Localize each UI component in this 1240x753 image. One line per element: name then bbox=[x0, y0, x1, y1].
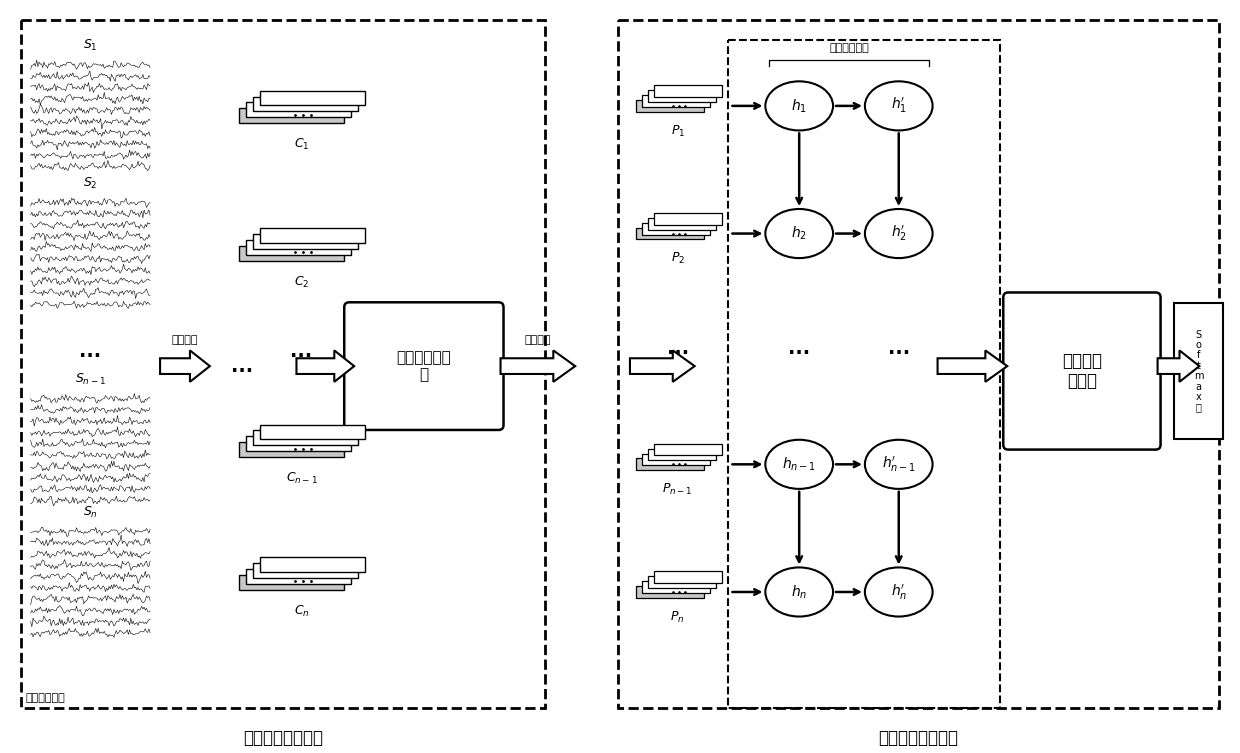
Bar bbox=[642, 223, 709, 234]
Bar bbox=[239, 245, 343, 261]
Bar bbox=[647, 218, 715, 230]
Text: 长短期记忆层: 长短期记忆层 bbox=[830, 43, 869, 53]
Text: $h_n'$: $h_n'$ bbox=[890, 582, 906, 602]
Text: $C_1$: $C_1$ bbox=[294, 137, 309, 152]
Text: $P_1$: $P_1$ bbox=[671, 123, 684, 139]
Text: 池化操作: 池化操作 bbox=[525, 334, 551, 345]
Text: ...: ... bbox=[789, 340, 810, 358]
Text: $C_{n-1}$: $C_{n-1}$ bbox=[285, 471, 317, 486]
Polygon shape bbox=[501, 350, 575, 382]
Bar bbox=[247, 569, 351, 584]
Bar bbox=[636, 100, 703, 111]
Ellipse shape bbox=[765, 568, 833, 617]
Text: $P_n$: $P_n$ bbox=[671, 610, 684, 625]
Bar bbox=[636, 459, 703, 470]
Bar bbox=[253, 563, 357, 578]
Bar bbox=[253, 96, 357, 111]
Bar bbox=[260, 228, 365, 243]
Bar bbox=[728, 40, 1001, 708]
FancyBboxPatch shape bbox=[345, 302, 503, 430]
Text: ...: ... bbox=[231, 357, 253, 376]
Text: $S_1$: $S_1$ bbox=[83, 38, 98, 53]
Bar bbox=[253, 431, 357, 445]
Polygon shape bbox=[160, 350, 210, 382]
Bar bbox=[647, 90, 715, 102]
Text: ...: ... bbox=[290, 342, 312, 361]
Bar bbox=[618, 20, 1219, 708]
Text: $h_{n-1}'$: $h_{n-1}'$ bbox=[882, 455, 916, 474]
Bar bbox=[247, 102, 351, 117]
Bar bbox=[260, 90, 365, 105]
Bar bbox=[653, 85, 722, 97]
Text: 时间特征提取模块: 时间特征提取模块 bbox=[879, 730, 959, 748]
Bar bbox=[653, 572, 722, 583]
Polygon shape bbox=[937, 350, 1007, 382]
FancyBboxPatch shape bbox=[1003, 292, 1161, 450]
Text: $h_{n-1}$: $h_{n-1}$ bbox=[782, 456, 816, 473]
Ellipse shape bbox=[864, 81, 932, 130]
Bar bbox=[642, 581, 709, 593]
Text: $S_2$: $S_2$ bbox=[83, 175, 98, 191]
Text: $h_2$: $h_2$ bbox=[791, 225, 807, 242]
Bar bbox=[636, 586, 703, 598]
Bar bbox=[647, 576, 715, 588]
Text: ...: ... bbox=[667, 340, 688, 358]
Text: $C_2$: $C_2$ bbox=[294, 275, 309, 290]
Bar bbox=[260, 425, 365, 439]
Text: 脑电信号样本: 脑电信号样本 bbox=[26, 693, 66, 703]
Polygon shape bbox=[630, 350, 694, 382]
Bar bbox=[647, 449, 715, 460]
Bar bbox=[253, 234, 357, 248]
Text: ...: ... bbox=[888, 340, 910, 358]
Text: $P_2$: $P_2$ bbox=[671, 252, 684, 267]
Text: ...: ... bbox=[79, 342, 102, 361]
Bar bbox=[642, 95, 709, 107]
Bar bbox=[21, 20, 546, 708]
Ellipse shape bbox=[765, 209, 833, 258]
Bar bbox=[239, 108, 343, 123]
Bar bbox=[260, 557, 365, 572]
Text: 自注意力
机制层: 自注意力 机制层 bbox=[1061, 352, 1102, 391]
Text: $h_2'$: $h_2'$ bbox=[890, 224, 906, 243]
Ellipse shape bbox=[765, 440, 833, 489]
Text: $h_1$: $h_1$ bbox=[791, 97, 807, 114]
Bar bbox=[636, 227, 703, 239]
Bar bbox=[239, 575, 343, 590]
Polygon shape bbox=[296, 350, 355, 382]
FancyBboxPatch shape bbox=[1173, 303, 1224, 439]
Text: 空间特征提取模块: 空间特征提取模块 bbox=[243, 730, 322, 748]
Polygon shape bbox=[1158, 350, 1199, 382]
Bar bbox=[247, 436, 351, 451]
Text: $h_n$: $h_n$ bbox=[791, 584, 807, 601]
Bar bbox=[642, 453, 709, 465]
Text: $S_{n-1}$: $S_{n-1}$ bbox=[74, 372, 105, 387]
Text: S
o
f
t
m
a
x
层: S o f t m a x 层 bbox=[1194, 330, 1203, 413]
Bar bbox=[653, 444, 722, 456]
Text: $S_n$: $S_n$ bbox=[83, 505, 98, 520]
Bar bbox=[239, 442, 343, 457]
Bar bbox=[247, 240, 351, 255]
Ellipse shape bbox=[765, 81, 833, 130]
Text: 通道注意力机
制: 通道注意力机 制 bbox=[397, 350, 451, 383]
Ellipse shape bbox=[864, 568, 932, 617]
Ellipse shape bbox=[864, 209, 932, 258]
Text: $h_1'$: $h_1'$ bbox=[890, 96, 906, 115]
Text: $P_{n-1}$: $P_{n-1}$ bbox=[662, 482, 693, 497]
Bar bbox=[653, 213, 722, 224]
Ellipse shape bbox=[864, 440, 932, 489]
Text: $C_n$: $C_n$ bbox=[294, 604, 309, 619]
Text: 卷积操作: 卷积操作 bbox=[171, 334, 198, 345]
